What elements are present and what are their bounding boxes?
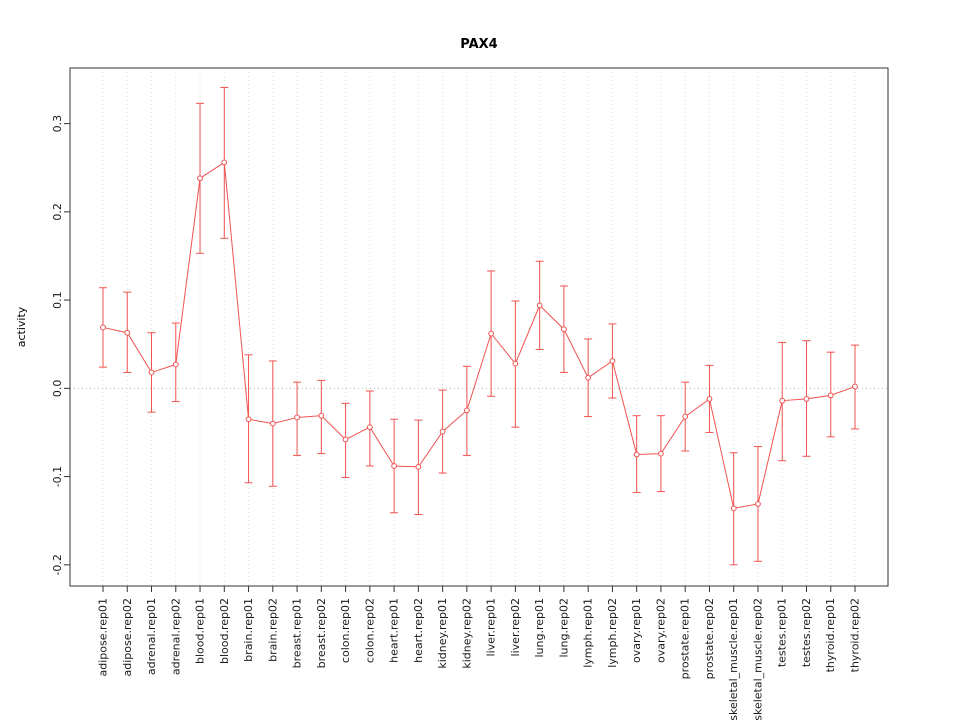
x-tick-label: brain.rep02	[266, 598, 279, 662]
data-point	[366, 424, 373, 431]
data-point	[463, 407, 470, 414]
plot-area: -0.2 -0.1 0.0 0.1 0.2 0.3 adipose.rep01 adipose…	[51, 67, 889, 720]
x-tick-label: lung.rep01	[533, 598, 546, 658]
x-tick-label: heart.rep02	[412, 598, 425, 663]
data-point	[439, 428, 446, 435]
x-tick-label: adrenal.rep01	[145, 598, 158, 675]
data-point	[124, 329, 131, 336]
x-tick-label: prostate.rep02	[703, 598, 716, 679]
x-tick-label: blood.rep02	[218, 598, 231, 664]
x-tick-label: liver.rep02	[509, 598, 522, 656]
chart-title: PAX4	[460, 37, 497, 52]
data-point	[245, 416, 252, 423]
y-tick-label: -0.2	[51, 554, 64, 575]
x-tick-label: kidney.rep02	[460, 598, 473, 669]
x-tick-label: thyroid.rep01	[824, 598, 837, 672]
data-point	[391, 463, 397, 469]
x-tick-label: blood.rep01	[194, 598, 207, 664]
x-tick-label: thyroid.rep02	[849, 598, 862, 672]
data-point	[488, 330, 495, 337]
data-point	[609, 358, 616, 364]
data-point	[100, 324, 106, 331]
data-point	[512, 360, 519, 367]
data-point	[342, 436, 349, 443]
x-tick-label: lymph.rep02	[606, 598, 619, 668]
data-point	[779, 397, 786, 404]
plot-border	[69, 67, 889, 587]
x-tick-label: skeletal_muscle.rep02	[751, 598, 764, 720]
data-point	[658, 450, 664, 457]
x-tick-label: colon.rep02	[363, 598, 376, 663]
data-point	[269, 420, 276, 427]
y-tick-label: 0.3	[51, 115, 64, 132]
x-tick-label: skeletal_muscle.rep01	[727, 598, 740, 720]
data-point	[803, 396, 810, 402]
data-point	[536, 302, 543, 309]
series-line	[102, 161, 856, 509]
data-point	[633, 451, 640, 458]
x-tick-label: liver.rep01	[485, 598, 498, 656]
x-tick-label: ovary.rep01	[630, 598, 643, 663]
data-point	[706, 396, 713, 402]
data-point	[585, 374, 592, 381]
data-point	[561, 326, 567, 333]
x-tick-label: breast.rep01	[291, 598, 304, 668]
x-tick-label: lymph.rep01	[582, 598, 595, 668]
data-point	[730, 505, 737, 512]
x-tick-label: ovary.rep02	[654, 598, 667, 663]
data-point	[318, 412, 325, 419]
data-point	[148, 369, 155, 376]
y-tick-label: 0.1	[51, 291, 64, 309]
data-point	[755, 501, 761, 507]
x-tick-label: prostate.rep01	[679, 598, 692, 679]
x-tick-label: lung.rep02	[557, 598, 570, 658]
y-tick-label: 0.2	[51, 203, 64, 221]
data-point	[172, 361, 179, 368]
x-tick-label: heart.rep01	[388, 598, 401, 663]
data-point	[415, 463, 422, 470]
data-point	[197, 175, 203, 182]
x-tick-label: colon.rep01	[339, 598, 352, 663]
x-tick-label: adipose.rep02	[121, 598, 134, 677]
data-point	[852, 383, 858, 390]
data-point	[294, 414, 300, 421]
x-tick-label: adrenal.rep02	[169, 598, 182, 675]
data-point	[221, 159, 228, 166]
x-tick-label: breast.rep02	[315, 598, 328, 668]
y-tick-label: -0.1	[51, 466, 64, 487]
x-tick-label: testes.rep01	[776, 598, 789, 667]
data-point	[827, 392, 834, 399]
y-axis-label: activity	[15, 306, 28, 347]
y-tick-label: 0.0	[51, 380, 64, 398]
x-tick-label: kidney.rep01	[436, 598, 449, 669]
x-tick-label: brain.rep01	[242, 598, 255, 662]
x-tick-label: adipose.rep01	[97, 598, 110, 677]
data-point	[682, 413, 689, 420]
x-tick-label: testes.rep02	[800, 598, 813, 667]
